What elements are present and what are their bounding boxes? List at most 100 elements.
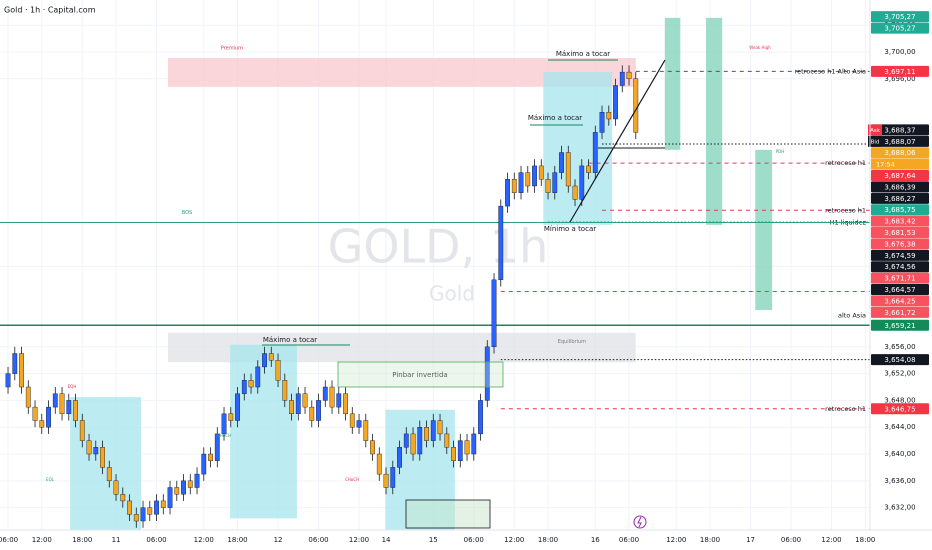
price-badge-label: 3,681,53: [884, 229, 915, 237]
x-tick-label: 12:00: [666, 536, 686, 544]
x-tick-label: 12:00: [504, 536, 524, 544]
price-badge: [871, 319, 929, 331]
countdown: 17:54: [876, 161, 895, 169]
candle-body: [275, 360, 281, 381]
y-tick-label: 3,652,00: [884, 370, 915, 378]
candle-body: [579, 165, 585, 200]
zone: [230, 344, 297, 519]
price-tag-label: Bid: [871, 139, 880, 145]
chart-title: Gold · 1h · Capital.com: [4, 6, 96, 15]
price-badge-label: 3,661,72: [884, 309, 915, 317]
candle-body: [626, 71, 632, 79]
candle-body: [214, 433, 220, 461]
candle-body: [383, 473, 389, 488]
candle-body: [478, 400, 483, 435]
price-badge: [871, 65, 929, 77]
price-badge: [871, 249, 929, 261]
price-badge-label: 3,664,25: [884, 297, 915, 305]
candle-body: [572, 185, 578, 200]
y-tick-label: 3,648,00: [884, 396, 915, 404]
price-badge: [871, 204, 929, 216]
price-badge: [871, 261, 929, 273]
zone: [705, 17, 723, 225]
candle-body: [241, 380, 247, 394]
candle-body: [363, 420, 369, 441]
annotation: CHoCH: [345, 477, 359, 482]
candle-body: [424, 427, 429, 441]
price-badge: [871, 192, 929, 204]
candle-body: [221, 413, 227, 435]
candle-body: [106, 467, 112, 482]
price-badge-label: 3,683,42: [884, 218, 915, 226]
price-badge-label: 3,676,38: [884, 240, 915, 248]
candle-body: [167, 487, 173, 508]
candle-body: [599, 112, 605, 133]
candle-body: [410, 433, 416, 455]
x-tick-label: 06:00: [464, 536, 484, 544]
price-badge-label: 3,697,11: [884, 68, 915, 76]
y-tick-label: 3,640,00: [884, 450, 915, 458]
candle-body: [518, 172, 524, 193]
level-label: retroceso h1: [825, 405, 866, 413]
candle-body: [633, 78, 639, 133]
candle-body: [255, 366, 261, 388]
candle-body: [525, 172, 531, 187]
candle-body: [25, 386, 31, 408]
candle-body: [430, 420, 436, 441]
candle-body: [66, 400, 72, 415]
price-badge-label: 3,688,37: [884, 126, 915, 134]
x-tick-label: 12:00: [349, 536, 369, 544]
candle-body: [32, 406, 38, 421]
price-badge: [871, 215, 929, 227]
y-tick-label: 3,644,00: [884, 423, 915, 431]
candle-body: [451, 447, 456, 461]
candle-body: [586, 165, 591, 173]
candle-body: [619, 71, 625, 86]
candle-body: [417, 427, 423, 455]
candle-body: [532, 165, 537, 187]
candle-body: [471, 433, 477, 455]
price-badge: [871, 147, 929, 159]
price-badge: [871, 284, 929, 296]
candle-body: [484, 346, 490, 401]
candle-body: [464, 440, 470, 455]
candle-body: [390, 467, 396, 488]
candle-body: [444, 433, 450, 448]
candle-body: [282, 380, 288, 401]
candle-body: [187, 480, 193, 488]
price-badge-label: 3,674,56: [884, 263, 916, 271]
annotation: Máximo a tocar: [556, 50, 610, 58]
price-tag: [868, 124, 882, 136]
x-tick-label: 06:00: [781, 536, 801, 544]
candle-body: [235, 393, 240, 421]
candle-body: [73, 400, 78, 421]
x-tick-label: 06:00: [619, 536, 639, 544]
price-badge: [871, 124, 929, 136]
candle-body: [289, 400, 294, 415]
x-tick-label: 18:00: [227, 536, 247, 544]
price-badge: [871, 135, 929, 147]
candle-body: [437, 420, 443, 435]
price-badge: [871, 170, 929, 182]
candle-body: [559, 152, 564, 173]
x-tick-label: 17: [746, 536, 755, 544]
candle-body: [228, 413, 234, 421]
candle-body: [309, 406, 315, 421]
x-tick-label: 14: [382, 536, 391, 544]
y-tick-label: 3,656,00: [884, 343, 915, 351]
zone-label: Premium: [221, 46, 243, 52]
y-tick-label: 3,696,00: [884, 75, 915, 83]
candle-body: [79, 420, 85, 441]
candle-body: [498, 205, 504, 281]
candle-body: [343, 393, 348, 415]
x-tick-label: 12:00: [194, 536, 214, 544]
level-label: retroceso h1: [825, 206, 866, 214]
x-tick-label: 06:00: [0, 536, 18, 544]
event-icon: [633, 515, 647, 529]
candle-body: [370, 440, 375, 455]
candle-body: [127, 500, 132, 515]
candle-body: [120, 494, 126, 502]
candle-body: [295, 393, 301, 415]
x-tick-label: 18:00: [700, 536, 720, 544]
